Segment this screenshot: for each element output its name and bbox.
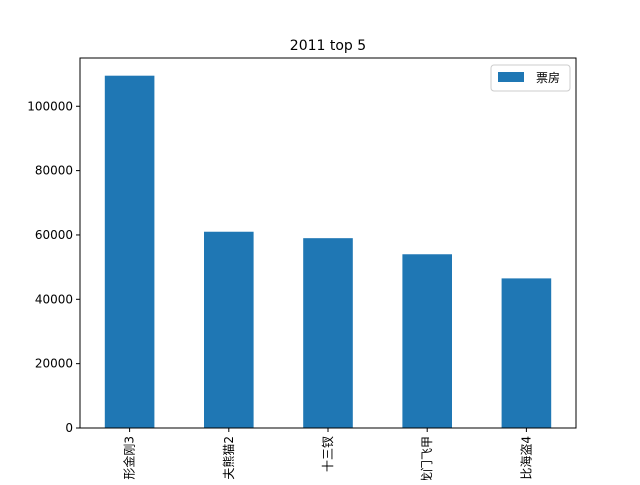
legend-swatch	[498, 72, 524, 82]
y-tick-label: 20000	[35, 357, 73, 371]
y-tick-label: 60000	[35, 228, 73, 242]
y-tick-label: 100000	[27, 99, 73, 113]
y-tick-label: 40000	[35, 292, 73, 306]
y-tick-label: 80000	[35, 164, 73, 178]
legend: 票房	[490, 64, 571, 92]
y-tick-label: 0	[65, 421, 73, 435]
bars-layer	[104, 75, 552, 429]
y-axis: 0 20000 40000 60000 80000 100000	[27, 99, 80, 435]
x-tick-label: 龙门飞甲	[419, 436, 434, 480]
plot-frame	[79, 57, 577, 429]
bar	[501, 278, 552, 428]
x-tick-label: 变形金刚3	[122, 436, 137, 480]
bar	[104, 75, 155, 429]
legend-box	[490, 64, 571, 92]
chart-title: 2011 top 5	[290, 38, 366, 54]
bar	[204, 231, 254, 428]
x-tick-label: 加勒比海盗4	[518, 436, 533, 480]
bar	[303, 238, 353, 428]
x-tick-label: 十三钗	[321, 436, 335, 472]
x-axis: 变形金刚3 功夫熊猫2 十三钗 龙门飞甲 加勒比海盗4	[122, 428, 533, 485]
x-tick-label: 功夫熊猫2	[221, 436, 236, 480]
bar	[402, 254, 452, 428]
legend-label: 票房	[536, 70, 560, 85]
